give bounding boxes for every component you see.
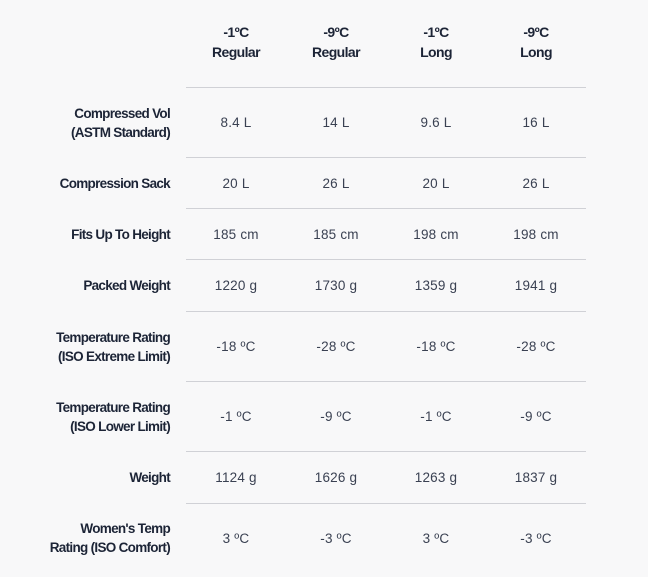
- column-size: Long: [520, 44, 552, 60]
- row-label: Women's Temp Rating (ISO Comfort): [20, 504, 186, 574]
- row-label-line: Compression Sack: [59, 175, 171, 191]
- row-label-line: (ISO Lower Limit): [70, 418, 171, 434]
- row-label: Packed Weight: [20, 260, 186, 312]
- table-cell: -18 ºC: [386, 311, 486, 382]
- table-cell: 14 L: [286, 87, 386, 158]
- table-cell: 185 cm: [186, 208, 286, 260]
- column-header: -1ºC Regular: [186, 22, 286, 88]
- column-size: Long: [420, 44, 452, 60]
- table-cell: 9.6 L: [386, 87, 486, 158]
- row-label: Weight: [20, 452, 186, 504]
- table-cell: 3 ºC: [386, 503, 486, 573]
- table-cell: -3 ºC: [486, 503, 586, 573]
- row-label-line: Temperature Rating: [56, 399, 171, 415]
- table-cell: 1941 g: [486, 259, 586, 312]
- table-cell: 26 L: [286, 157, 386, 209]
- table-cell: 20 L: [386, 157, 486, 209]
- table-cell: 1263 g: [386, 451, 486, 504]
- table-cell: -3 ºC: [286, 503, 386, 573]
- table-cell: 198 cm: [386, 208, 486, 260]
- table-cell: -28 ºC: [486, 311, 586, 382]
- table-row: Temperature Rating (ISO Lower Limit) -1 ºC…: [20, 381, 586, 452]
- table-cell: -28 ºC: [286, 311, 386, 382]
- table-cell: 1626 g: [286, 451, 386, 504]
- column-header: -9ºC Long: [486, 22, 586, 88]
- table-cell: -1 ºC: [186, 381, 286, 452]
- row-label-line: Women's Temp: [80, 521, 170, 537]
- row-label-line: Rating (ISO Comfort): [49, 540, 171, 556]
- table-cell: 26 L: [486, 157, 586, 209]
- column-header: -1ºC Long: [386, 22, 486, 88]
- column-size: Regular: [212, 44, 261, 60]
- row-label-line: Compressed Vol: [74, 105, 170, 121]
- row-label-line: Packed Weight: [83, 278, 170, 293]
- row-label-line: Fits Up To Height: [71, 226, 171, 242]
- row-label: Temperature Rating (ISO Extreme Limit): [20, 312, 186, 382]
- column-temp: -9ºC: [523, 24, 549, 40]
- table-row: Temperature Rating (ISO Extreme Limit) -18…: [20, 311, 586, 382]
- table-row: Compression Sack 20 L 26 L 20 L 26 L: [20, 157, 586, 209]
- table-row: Women's Temp Rating (ISO Comfort) 3 ºC -3 º…: [20, 503, 586, 574]
- table-cell: 8.4 L: [186, 87, 286, 158]
- row-label-line: (ASTM Standard): [71, 124, 171, 140]
- table-cell: -9 ºC: [286, 381, 386, 452]
- table-cell: 3 ºC: [186, 503, 286, 573]
- table-cell: 185 cm: [286, 208, 386, 260]
- table-cell: 1359 g: [386, 259, 486, 312]
- row-label: Fits Up To Height: [20, 209, 186, 260]
- table-row: Packed Weight 1220 g 1730 g 1359 g 1941 g: [20, 259, 586, 312]
- table-row: Fits Up To Height 185 cm 185 cm 198 cm 198 c…: [20, 208, 586, 260]
- header-row: -1ºC Regular -9ºC Regular -1ºC Long -9ºC Lon…: [20, 22, 586, 88]
- column-temp: -9ºC: [323, 24, 349, 40]
- table-cell: 1220 g: [186, 259, 286, 312]
- table-cell: -18 ºC: [186, 311, 286, 382]
- column-temp: -1ºC: [223, 24, 249, 40]
- header-empty: [20, 22, 186, 88]
- table-cell: -1 ºC: [386, 381, 486, 452]
- row-label-line: Temperature Rating: [56, 329, 171, 345]
- spec-table: -1ºC Regular -9ºC Regular -1ºC Long -9ºC Lon…: [20, 22, 586, 573]
- column-size: Regular: [312, 44, 361, 60]
- table-row: Weight 1124 g 1626 g 1263 g 1837 g: [20, 451, 586, 504]
- row-label: Temperature Rating (ISO Lower Limit): [20, 382, 186, 452]
- table-cell: 1730 g: [286, 259, 386, 312]
- row-label: Compression Sack: [20, 158, 186, 209]
- column-header: -9ºC Regular: [286, 22, 386, 88]
- column-temp: -1ºC: [423, 24, 449, 40]
- row-label-line: (ISO Extreme Limit): [58, 348, 171, 364]
- table-cell: 16 L: [486, 87, 586, 158]
- table-cell: 20 L: [186, 157, 286, 209]
- table-row: Compressed Vol (ASTM Standard) 8.4 L 14 L 9.…: [20, 87, 586, 158]
- table-cell: -9 ºC: [486, 381, 586, 452]
- table-cell: 1837 g: [486, 451, 586, 504]
- row-label: Compressed Vol (ASTM Standard): [20, 88, 186, 158]
- table-cell: 198 cm: [486, 208, 586, 260]
- row-label-line: Weight: [129, 470, 170, 485]
- table-cell: 1124 g: [186, 451, 286, 504]
